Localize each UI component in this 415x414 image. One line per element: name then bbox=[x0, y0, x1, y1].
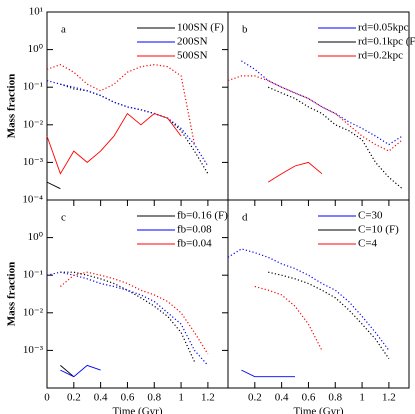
series-line bbox=[241, 369, 295, 378]
series-line bbox=[46, 181, 61, 190]
legend-label: rd=0.05kpc bbox=[358, 22, 409, 34]
legend-label: 500SN bbox=[177, 50, 208, 62]
series-dotted-line bbox=[60, 83, 209, 175]
series-dotted-line bbox=[46, 63, 196, 145]
series-dotted-line bbox=[227, 248, 390, 351]
x-tick-label: 0.8 bbox=[147, 392, 161, 404]
legend-label: C=30 bbox=[358, 210, 383, 222]
x-tick-label: 1.2 bbox=[201, 392, 215, 404]
x-tick-label: 0.4 bbox=[94, 392, 108, 404]
y-tick-label: 10¹ bbox=[29, 6, 43, 18]
panel-label: a bbox=[61, 24, 66, 36]
series-dotted-line bbox=[227, 75, 403, 152]
y-tick-label: 10⁻³ bbox=[23, 156, 44, 168]
legend-label: fb=0.04 bbox=[177, 238, 212, 250]
x-tick-label: 0.2 bbox=[248, 392, 262, 404]
legend-label: rd=0.2kpc bbox=[358, 50, 403, 62]
y-axis-label: Mass fraction bbox=[6, 74, 18, 138]
x-tick-label: 0.4 bbox=[275, 392, 289, 404]
x-tick-label: 0.2 bbox=[67, 392, 81, 404]
y-tick-label: 10⁻¹ bbox=[23, 269, 43, 281]
y-tick-label: 10⁻¹ bbox=[23, 81, 43, 93]
series-dotted-line bbox=[46, 80, 209, 167]
series-line bbox=[60, 365, 75, 378]
legend-label: 100SN (F) bbox=[177, 22, 224, 34]
series-dotted-line bbox=[267, 86, 403, 190]
x-tick-label: 1.2 bbox=[382, 392, 396, 404]
x-tick-label: 1 bbox=[178, 392, 184, 404]
y-tick-label: 10⁻² bbox=[23, 118, 44, 130]
series-line bbox=[60, 364, 101, 378]
series-dotted-line bbox=[268, 271, 390, 360]
x-tick-label: 0.6 bbox=[302, 392, 316, 404]
x-axis-label: Time (Gyr) bbox=[112, 406, 162, 414]
series-line bbox=[267, 161, 323, 183]
y-tick-label: 10⁻⁴ bbox=[22, 194, 43, 206]
y-tick-label: 10⁰ bbox=[28, 43, 44, 55]
panel-label: d bbox=[242, 212, 248, 224]
legend-label: fb=0.08 bbox=[177, 224, 212, 236]
x-tick-label: 0 bbox=[44, 392, 50, 404]
legend-label: rd=0.1kpc (F) bbox=[358, 36, 415, 48]
legend-label: fb=0.16 (F) bbox=[177, 210, 228, 222]
y-axis-label: Mass fraction bbox=[6, 262, 18, 326]
x-tick-label: 1 bbox=[359, 392, 365, 404]
x-tick-label: 0.6 bbox=[121, 392, 135, 404]
y-tick-label: 10⁰ bbox=[28, 231, 44, 243]
series-dotted-line bbox=[60, 271, 196, 362]
series-line bbox=[46, 112, 182, 175]
legend-label: C=4 bbox=[358, 238, 378, 250]
plot-frame bbox=[227, 199, 410, 389]
x-tick-label: 0.8 bbox=[328, 392, 342, 404]
panel-label: b bbox=[242, 24, 248, 36]
legend-label: 200SN bbox=[177, 36, 208, 48]
series-dotted-line bbox=[254, 285, 323, 351]
series-dotted-line bbox=[46, 271, 209, 366]
panel-label: c bbox=[61, 212, 66, 224]
y-tick-label: 10⁻³ bbox=[23, 344, 44, 356]
x-axis-label: Time (Gyr) bbox=[293, 406, 343, 414]
series-dotted-line bbox=[241, 60, 403, 146]
y-tick-label: 10⁻² bbox=[23, 306, 44, 318]
legend-label: C=10 (F) bbox=[358, 224, 399, 236]
